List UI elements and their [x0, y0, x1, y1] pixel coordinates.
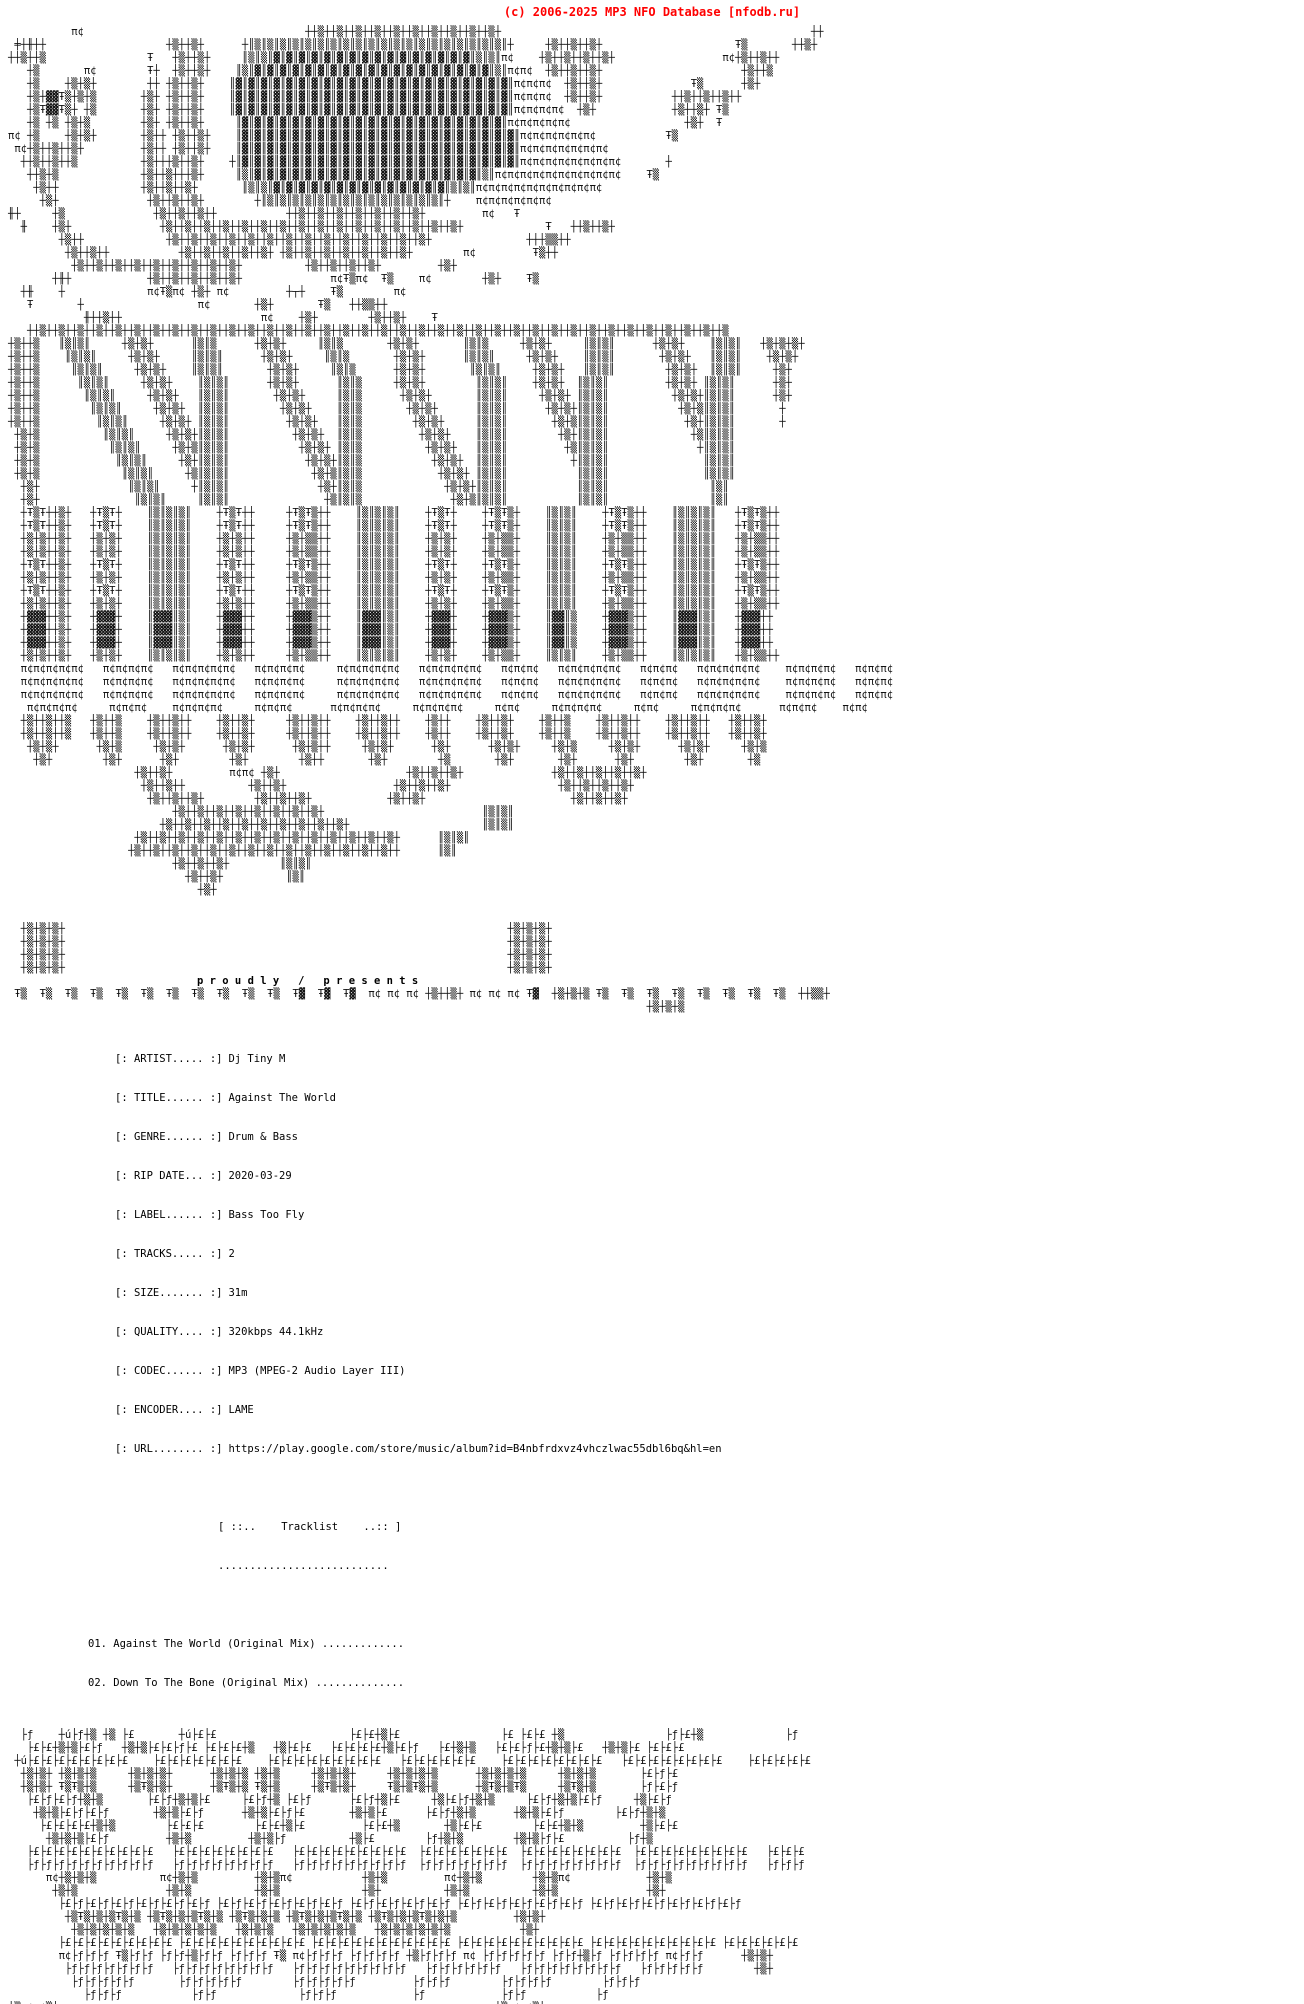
- ascii-art-top-logo: π¢ ┼┼▒┼┼▒┼┼▒┼┼▒┼┼▒┼┼▒┼┼▒┼┼▒┼┼▒┼┼▒┼ ┼┼ ╪┼…: [8, 26, 824, 337]
- info-value: Dj Tiny M: [228, 1053, 286, 1065]
- spacer: [0, 1599, 1304, 1612]
- spacer: [0, 1014, 1304, 1027]
- ascii-art-lower-letters: ├ƒ ┼ú├ƒ┼▒ ┼▒ ├£ ┼ú├£├£ ├£├£┼▒├£ ├£ ├£├£ …: [14, 1729, 811, 1936]
- info-label: [: TRACKS..... :]: [115, 1248, 223, 1260]
- info-value: 320kbps 44.1kHz: [228, 1326, 324, 1338]
- release-info: [: ARTIST..... :] Dj Tiny M [: TITLE.....…: [0, 1027, 1304, 1482]
- info-label: [: RIP DATE... :]: [115, 1170, 223, 1182]
- info-value: Drum & Bass: [228, 1131, 299, 1143]
- spacer: [0, 1716, 1304, 1729]
- info-label: [: LABEL...... :]: [115, 1209, 223, 1221]
- info-field-title: [: TITLE...... :] Against The World: [115, 1092, 1304, 1105]
- info-label: [: URL........ :]: [115, 1443, 223, 1455]
- info-label: [: GENRE...... :]: [115, 1131, 223, 1143]
- info-label: [: ENCODER.... :]: [115, 1404, 223, 1416]
- release-url: https://play.google.com/store/music/albu…: [228, 1443, 722, 1455]
- copyright-header: (c) 2006-2025 MP3 NFO Database [nfodb.ru…: [503, 5, 801, 19]
- info-field-label: [: LABEL...... :] Bass Too Fly: [115, 1209, 1304, 1222]
- info-value: 2: [228, 1248, 235, 1260]
- info-field-genre: [: GENRE...... :] Drum & Bass: [115, 1131, 1304, 1144]
- info-field-tracks: [: TRACKS..... :] 2: [115, 1248, 1304, 1261]
- info-value: Against The World: [228, 1092, 336, 1104]
- ascii-art-big-letters: ┼Ŧ▒Ŧ┼┼▒┼ ┼Ŧ▒Ŧ┼ ║▒║▒║▒║ ┼Ŧ▒Ŧ┼┼ ┼Ŧ▒Ŧ▒┼┼ ║▒…: [20, 507, 894, 896]
- spacer: [0, 1482, 1304, 1495]
- info-value: 31m: [228, 1287, 248, 1299]
- ascii-art-lower-band: ├£├£├£├£├£├£├£├£├£ ├£├£├£├£├£├£├£├£├£├£ …: [58, 1937, 799, 2001]
- info-value: LAME: [228, 1404, 254, 1416]
- info-label: [: ARTIST..... :]: [115, 1053, 223, 1065]
- ascii-art-presents-blocks: ┼▒┼▒┼▒┼ ┼▒┼▒┼▒┼ ┼▒┼▒┼▒┼ ┼▒┼▒┼▒┼ ┼▒┼▒┼▒┼: [20, 923, 552, 974]
- info-field-encoder: [: ENCODER.... :] LAME: [115, 1404, 1304, 1417]
- info-value: 2020-03-29: [228, 1170, 292, 1182]
- track-row-2: 02. Down To The Bone (Original Mix) ....…: [88, 1677, 405, 1689]
- info-field-artist: [: ARTIST..... :] Dj Tiny M: [115, 1053, 1304, 1066]
- info-field-size: [: SIZE....... :] 31m: [115, 1287, 1304, 1300]
- info-label: [: TITLE...... :]: [115, 1092, 223, 1104]
- tracklist-header: [ ::.. Tracklist ..:: ]: [218, 1521, 402, 1533]
- info-label: [: QUALITY.... :]: [115, 1326, 223, 1338]
- ascii-art-diagonals: ┼▒┼┼▒ ║▒║▒║ ┼▒┼▒┼ ║▒║▒ ┼▒┼▒┼ ║▒║▒ ┼▒┼▒┼ …: [8, 338, 805, 506]
- info-value: Bass Too Fly: [228, 1209, 305, 1221]
- info-label: [: SIZE....... :]: [115, 1287, 223, 1299]
- info-label: [: CODEC...... :]: [115, 1365, 223, 1377]
- track-row-1: 01. Against The World (Original Mix) ...…: [88, 1638, 405, 1650]
- info-value: MP3 (MPEG-2 Audio Layer III): [228, 1365, 406, 1377]
- track-list: 01. Against The World (Original Mix) ...…: [0, 1612, 1304, 1716]
- info-field-url: [: URL........ :] https://play.google.com…: [115, 1443, 1304, 1456]
- ascii-art-separator-row: Ŧ▒ Ŧ▒ Ŧ▒ Ŧ▒ Ŧ▒ Ŧ▒ Ŧ▒ Ŧ▒ Ŧ▒ Ŧ▒ Ŧ▒ Ŧ▓ Ŧ▓ Ŧ…: [14, 988, 830, 1013]
- tracklist-section: [ ::.. Tracklist ..:: ] ................…: [0, 1495, 1304, 1599]
- info-field-codec: [: CODEC...... :] MP3 (MPEG-2 Audio Layer…: [115, 1365, 1304, 1378]
- ascii-art-columns: ┼▒π¢π¢▒┼ ┼▒π¢π¢▒┼ ┼▒π¢π¢▒┼ ┼▒π¢π¢▒┼ ┼▒Ŧ▓…: [0, 2002, 1304, 2004]
- info-field-rip-date: [: RIP DATE... :] 2020-03-29: [115, 1170, 1304, 1183]
- info-field-quality: [: QUALITY.... :] 320kbps 44.1kHz: [115, 1326, 1304, 1339]
- presents-line: p r o u d l y / p r e s e n t s: [197, 975, 419, 987]
- tracklist-underline: ...........................: [218, 1560, 389, 1572]
